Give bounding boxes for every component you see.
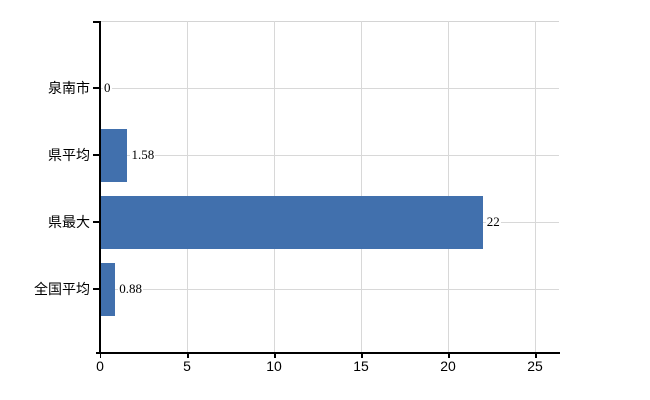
vertical-gridline — [448, 21, 449, 352]
y-axis-line — [99, 21, 101, 352]
bar — [100, 128, 128, 182]
horizontal-gridline — [100, 88, 559, 89]
x-axis-tick — [361, 352, 363, 358]
bar — [100, 262, 116, 316]
vertical-gridline — [274, 21, 275, 352]
x-axis-tick — [448, 352, 450, 358]
value-label: 22 — [485, 214, 501, 230]
plot-top-border — [100, 21, 559, 22]
y-axis-tick — [93, 154, 100, 156]
x-axis-tick-label: 15 — [353, 358, 369, 374]
x-axis-tick-label: 20 — [440, 358, 456, 374]
vertical-gridline — [535, 21, 536, 352]
x-axis-line — [96, 352, 560, 354]
y-axis-tick — [93, 87, 100, 89]
y-axis-tick — [93, 21, 100, 23]
y-axis-tick — [93, 221, 100, 223]
value-label: 0.88 — [118, 281, 144, 297]
horizontal-gridline — [100, 289, 559, 290]
category-label: 全国平均 — [34, 281, 90, 297]
x-axis-tick — [535, 352, 537, 358]
x-axis-tick-label: 5 — [183, 358, 191, 374]
x-axis-tick — [274, 352, 276, 358]
category-label: 泉南市 — [48, 80, 90, 96]
value-label: 1.58 — [130, 147, 156, 163]
x-axis-tick — [187, 352, 189, 358]
x-axis-tick-label: 0 — [96, 358, 104, 374]
x-axis-tick-label: 25 — [527, 358, 543, 374]
x-axis-tick — [99, 352, 101, 358]
category-label: 県平均 — [48, 147, 90, 163]
bar — [100, 195, 483, 249]
horizontal-gridline — [100, 155, 559, 156]
category-label: 県最大 — [48, 214, 90, 230]
value-label: 0 — [103, 80, 112, 96]
vertical-gridline — [361, 21, 362, 352]
vertical-gridline — [187, 21, 188, 352]
x-axis-tick-label: 10 — [266, 358, 282, 374]
y-axis-tick — [93, 288, 100, 290]
